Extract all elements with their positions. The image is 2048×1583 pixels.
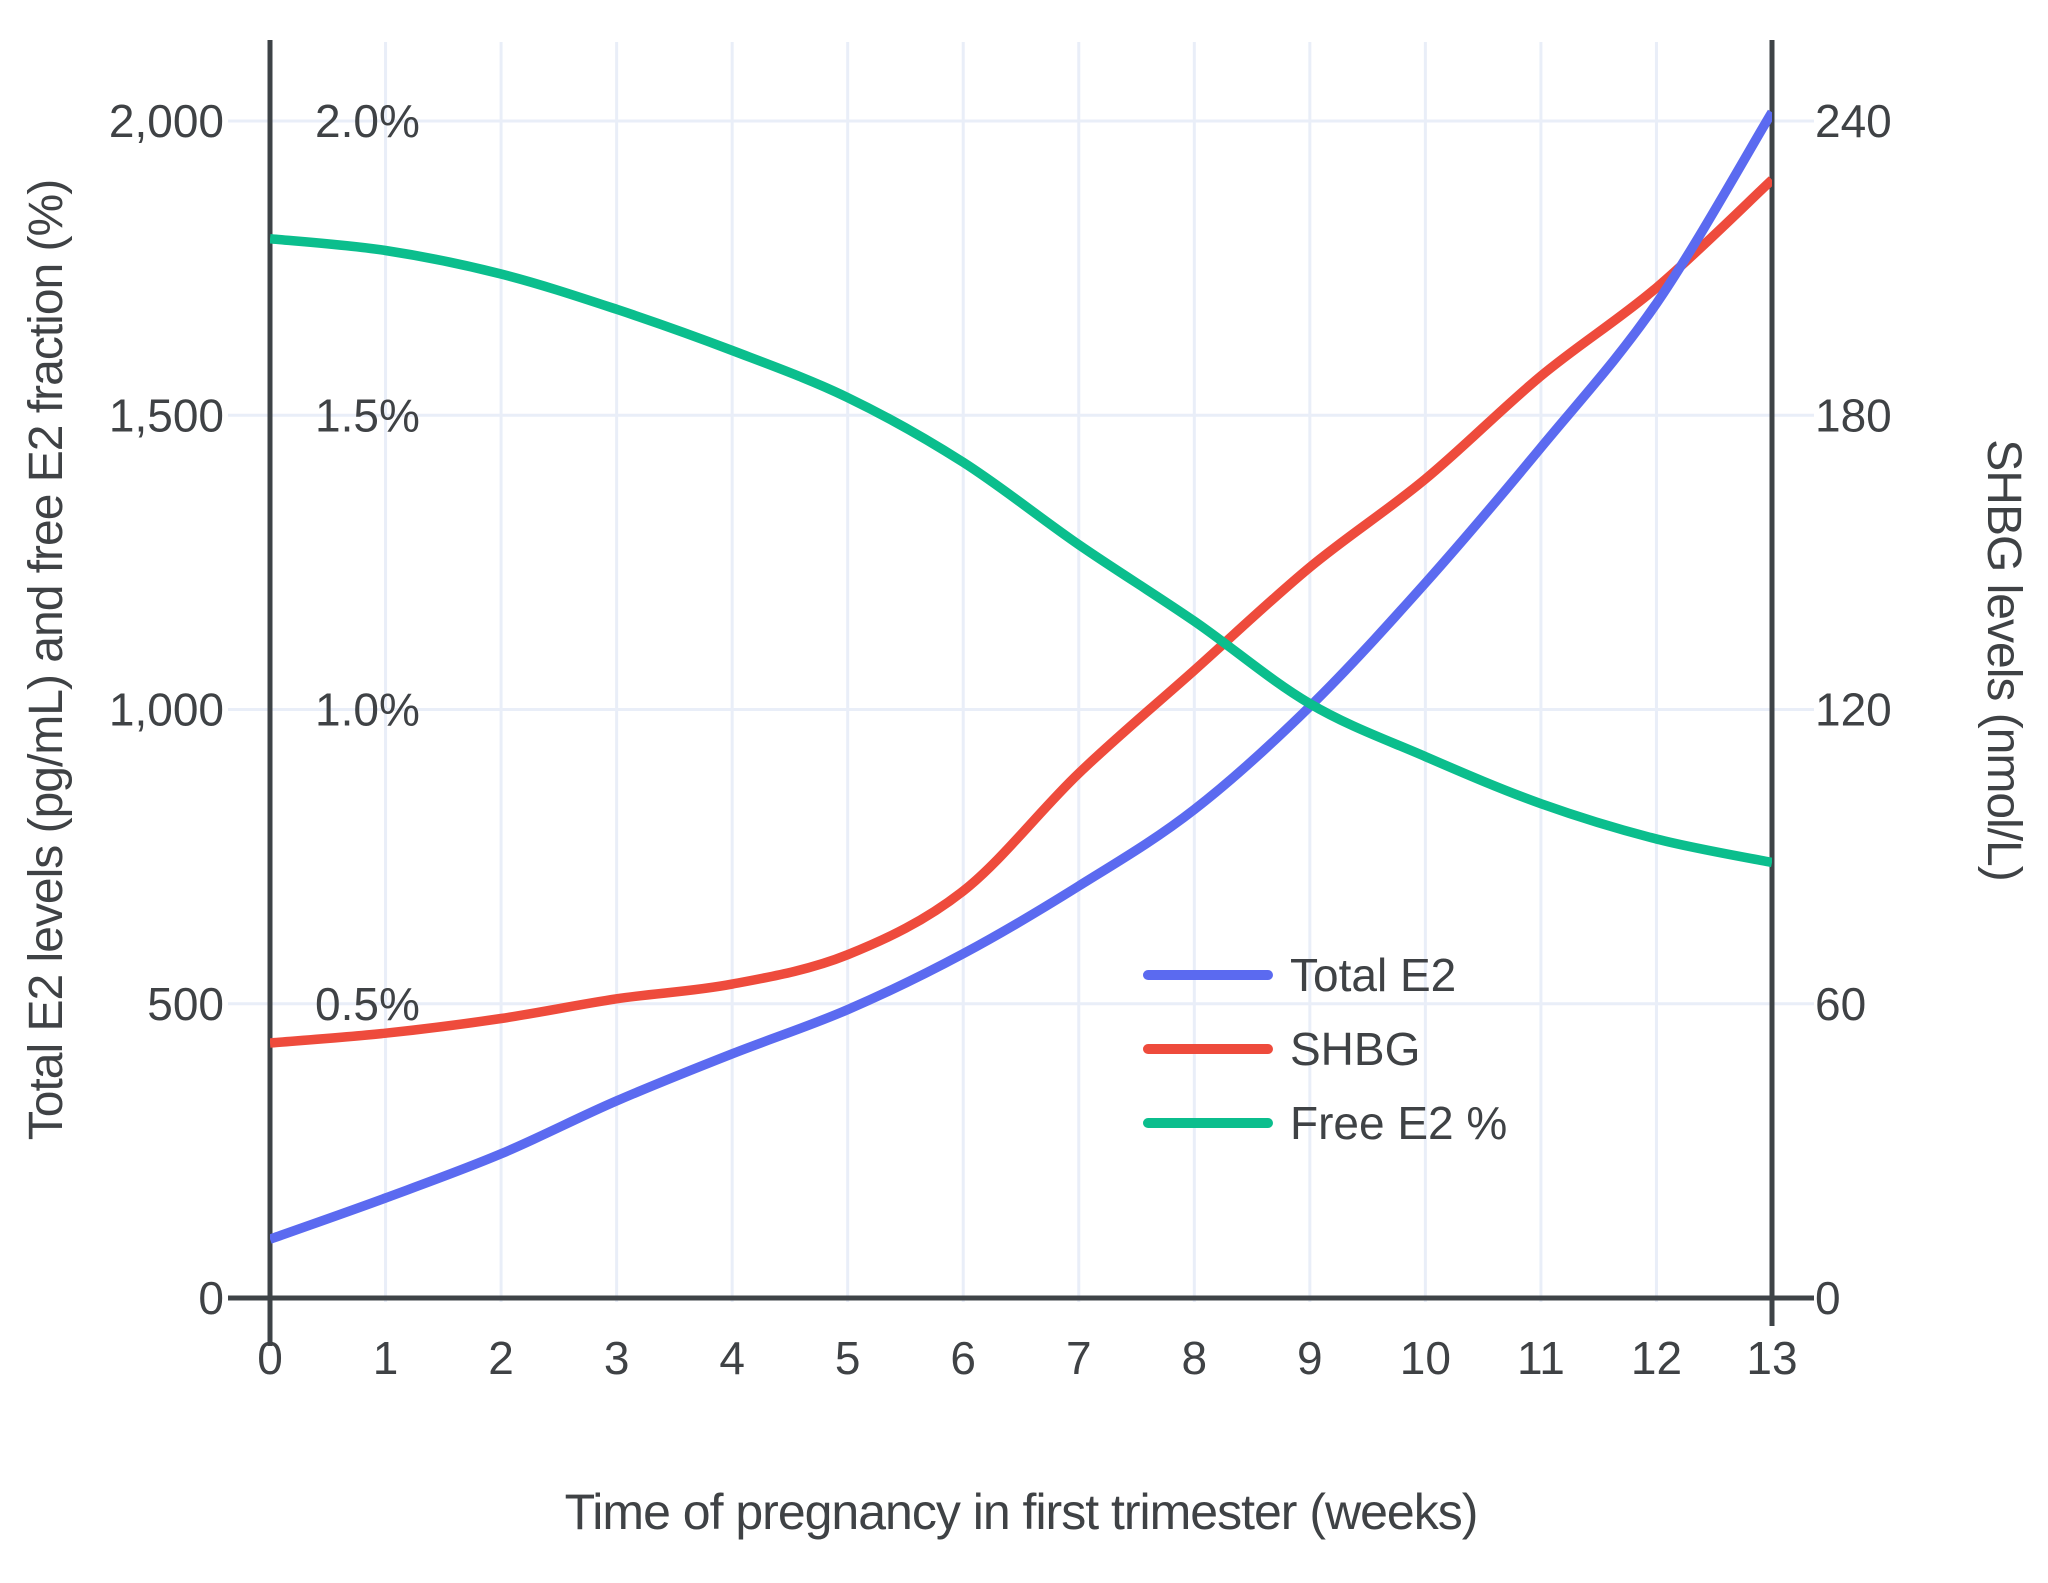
y-right-tick-label: 240 [1815,95,1892,147]
percent-gridline-label: 1.5% [315,389,420,441]
y-right-tick-label: 0 [1815,1272,1841,1324]
y-right-tick-label: 120 [1815,684,1892,736]
legend-item: Free E2 % [1143,1097,1507,1149]
x-tick-label: 6 [950,1332,976,1384]
x-tick-label: 11 [1517,1332,1565,1384]
x-tick-label: 3 [604,1332,630,1384]
legend-item: Total E2 [1143,949,1456,1001]
x-tick-label: 7 [1066,1332,1092,1384]
series-line-shbg [270,176,1772,1048]
y-left-tick-label: 1,500 [109,389,224,441]
x-tick-label: 12 [1631,1332,1682,1384]
x-tick-label: 4 [719,1332,745,1384]
legend-label: Total E2 [1290,949,1456,1001]
y-right-tick-label: 60 [1815,978,1866,1030]
y-left-tick-label: 2,000 [109,95,224,147]
legend-label: Free E2 % [1290,1097,1507,1149]
series-line-free-e2- [270,233,1772,868]
y-left-tick-label: 1,000 [109,684,224,736]
x-tick-label: 5 [835,1332,861,1384]
y-left-tick-label: 500 [147,978,224,1030]
x-tick-label: 2 [488,1332,514,1384]
legend-label: SHBG [1290,1023,1420,1075]
y-right-tick-label: 180 [1815,389,1892,441]
percent-gridline-label: 1.0% [315,684,420,736]
percent-gridline-label: 0.5% [315,978,420,1030]
x-tick-label: 9 [1297,1332,1323,1384]
y-left-tick-label: 0 [198,1272,224,1324]
x-tick-label: 0 [257,1332,283,1384]
y-axis-left-title: Total E2 levels (pg/mL) and free E2 frac… [20,179,73,1141]
percent-gridline-label: 2.0% [315,95,420,147]
x-tick-label: 13 [1746,1332,1797,1384]
x-tick-label: 10 [1400,1332,1451,1384]
x-axis-title: Time of pregnancy in first trimester (we… [564,1484,1479,1540]
legend-item: SHBG [1143,1023,1420,1075]
y-axis-right-title: SHBG levels (nmol/L) [1977,439,2030,881]
series-line-total-e2 [270,109,1772,1244]
x-tick-label: 8 [1182,1332,1208,1384]
x-tick-label: 1 [373,1332,399,1384]
